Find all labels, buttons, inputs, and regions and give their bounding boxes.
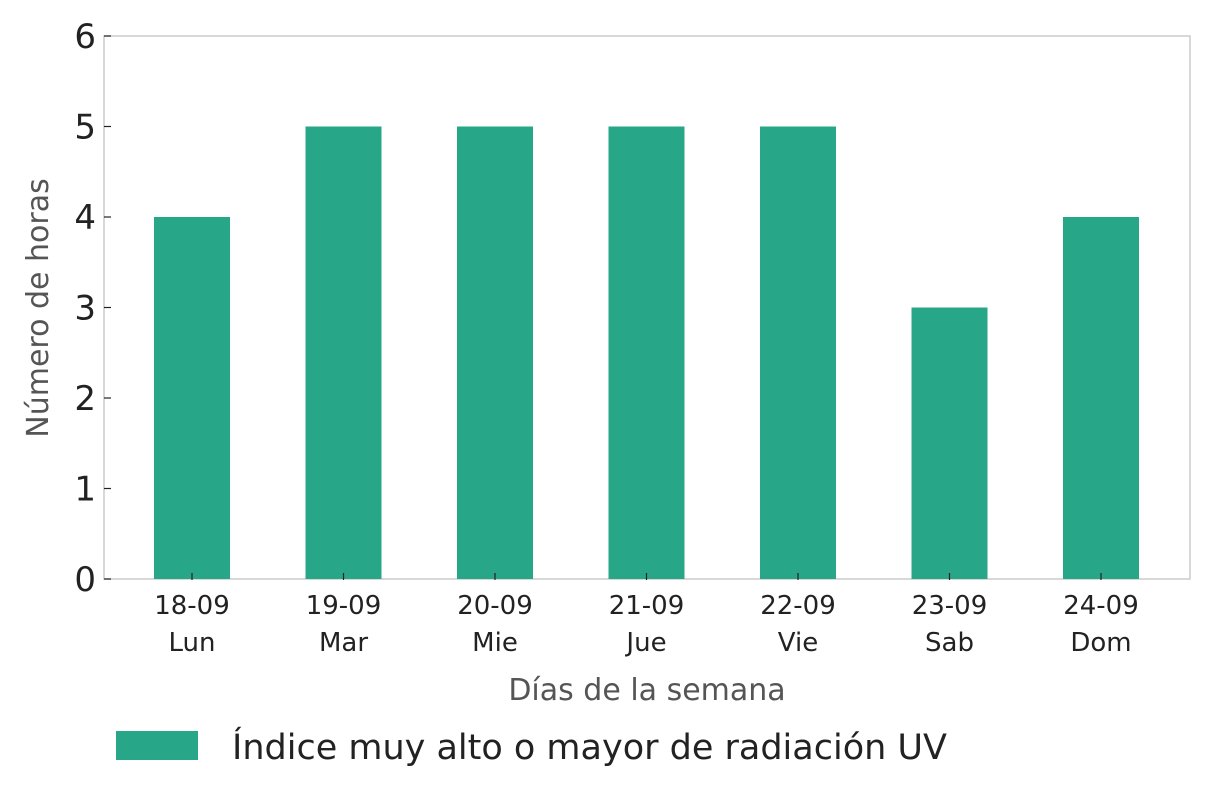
x-tick-day-3: Jue	[624, 628, 666, 658]
x-tick-day-6: Dom	[1070, 628, 1131, 658]
x-tick-date-3: 21-09	[609, 591, 685, 621]
x-tick-date-2: 20-09	[457, 591, 533, 621]
y-tick-label-4: 4	[74, 198, 96, 238]
x-tick-day-5: Sab	[925, 628, 974, 658]
x-tick-day-1: Mar	[319, 628, 368, 658]
legend-swatch	[116, 731, 198, 760]
y-tick-label-5: 5	[74, 108, 96, 148]
x-tick-day-2: Mie	[472, 628, 518, 658]
y-tick-label-0: 0	[74, 560, 96, 600]
x-axis-title: Días de la semana	[508, 673, 785, 708]
x-axis: 18-09 Lun 19-09 Mar 20-09 Mie 21-09 Jue 22-09 Vie…	[154, 573, 1139, 658]
bar-5	[911, 307, 988, 579]
x-tick-date-4: 22-09	[760, 591, 836, 621]
bar-4	[760, 126, 836, 579]
bar-0	[154, 217, 230, 579]
bar-3	[608, 126, 685, 579]
x-tick-date-1: 19-09	[306, 591, 382, 621]
x-tick-date-5: 23-09	[912, 591, 988, 621]
x-tick-day-4: Vie	[778, 628, 818, 658]
x-tick-date-6: 24-09	[1063, 591, 1139, 621]
y-tick-label-6: 6	[74, 17, 96, 57]
legend-label: Índice muy alto o mayor de radiación UV	[232, 726, 947, 768]
bar-6	[1063, 217, 1139, 579]
y-tick-label-3: 3	[74, 289, 96, 329]
x-tick-date-0: 18-09	[154, 591, 230, 621]
y-tick-label-1: 1	[74, 470, 96, 510]
y-tick-label-2: 2	[74, 379, 96, 419]
x-tick-day-0: Lun	[169, 628, 216, 658]
bar-2	[457, 126, 533, 579]
y-axis: 0 1 2 3 4 5 6	[74, 17, 111, 600]
legend: Índice muy alto o mayor de radiación UV	[116, 726, 947, 768]
bars-group	[154, 126, 1139, 579]
y-axis-title: Número de horas	[21, 178, 56, 437]
bar-1	[305, 126, 382, 579]
